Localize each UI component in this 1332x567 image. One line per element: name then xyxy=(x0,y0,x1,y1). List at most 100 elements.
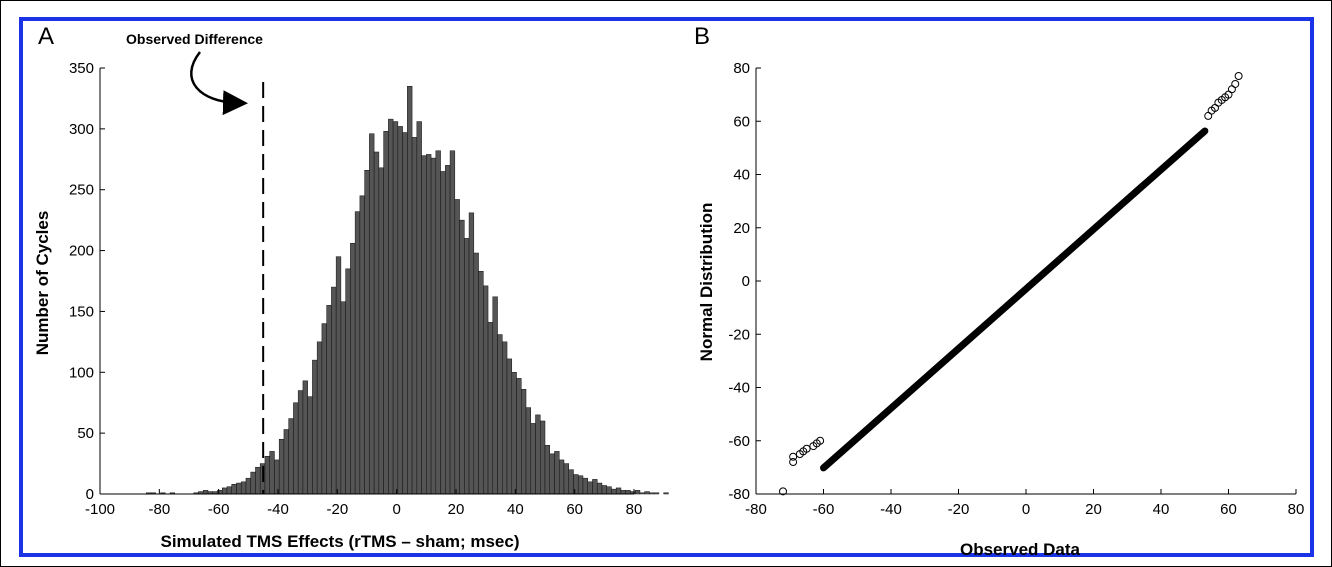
y-tick-label: -60 xyxy=(728,433,750,450)
histogram-bar xyxy=(473,252,479,495)
qq-point xyxy=(802,444,811,453)
x-tick-label: 40 xyxy=(1153,501,1170,518)
histogram-bar xyxy=(649,492,655,495)
y-tick-label: -80 xyxy=(728,486,750,503)
histogram-bar xyxy=(497,334,503,495)
histogram-bar xyxy=(663,492,669,495)
x-tick-label: -100 xyxy=(85,501,115,518)
histogram-bar xyxy=(416,121,422,495)
histogram-bar xyxy=(388,118,394,495)
histogram-bar xyxy=(245,477,251,495)
qq-dense-points xyxy=(820,127,1209,472)
x-tick-label: -40 xyxy=(267,501,289,518)
y-tick-label: 350 xyxy=(69,60,94,77)
y-tick-label: 40 xyxy=(733,167,750,184)
histogram-bar xyxy=(525,407,532,495)
histogram-bar xyxy=(264,456,270,495)
histogram-bar xyxy=(611,488,617,495)
x-tick-label: 0 xyxy=(392,501,400,518)
y-tick-label: 300 xyxy=(69,121,94,138)
histogram-bar xyxy=(378,167,384,495)
histogram-bar xyxy=(331,286,337,495)
histogram-bar xyxy=(530,423,536,495)
histogram-bar xyxy=(274,459,280,495)
histogram-bars xyxy=(146,86,669,495)
histogram-bar xyxy=(445,165,451,495)
qq-plot-panel-b: B -80 -60 -40 -20 0 20 40 60 80 -80 -60 -40 -20 0 20 4… xyxy=(694,23,1304,559)
x-tick-label: 0 xyxy=(1022,501,1030,518)
histogram-bar xyxy=(502,341,508,495)
histogram-bar xyxy=(340,301,346,495)
histogram-bar xyxy=(634,490,641,495)
histogram-bar xyxy=(369,133,375,495)
y-tick-label: 80 xyxy=(733,60,750,77)
histogram-bar xyxy=(592,479,598,495)
qq-point xyxy=(1231,79,1240,88)
histogram-bar xyxy=(615,487,622,495)
histogram-bar xyxy=(255,466,261,495)
histogram-bar xyxy=(653,492,660,495)
histogram-axes xyxy=(99,68,634,495)
qq-point xyxy=(1234,71,1243,80)
histogram-bar xyxy=(345,268,351,495)
histogram-bar xyxy=(440,171,446,495)
histogram-bar xyxy=(269,451,275,495)
histogram-bar xyxy=(302,380,308,495)
histogram-bar xyxy=(549,453,555,495)
histogram-x-axis-title: Simulated TMS Effects (rTMS – sham; msec… xyxy=(161,532,520,551)
observed-difference-annotation: Observed Difference xyxy=(126,31,263,47)
histogram-bar xyxy=(202,490,209,495)
histogram-bar xyxy=(483,285,489,495)
histogram-bar xyxy=(421,155,427,495)
histogram-bar xyxy=(459,219,465,495)
histogram-bar xyxy=(596,482,603,495)
y-tick-label: -20 xyxy=(728,326,750,343)
histogram-bar xyxy=(240,481,247,495)
histogram-bar xyxy=(435,150,441,495)
histogram-bar xyxy=(364,169,370,495)
x-tick-label: 60 xyxy=(1220,501,1237,518)
y-tick-label: -40 xyxy=(728,380,750,397)
figure-frame xyxy=(19,17,1314,557)
histogram-bar xyxy=(620,490,626,495)
histogram-bar xyxy=(383,131,389,495)
histogram-bar xyxy=(293,402,299,495)
y-tick-label: 0 xyxy=(86,486,94,503)
x-tick-label: -80 xyxy=(148,501,170,518)
qq-y-axis-title: Normal Distribution xyxy=(697,203,716,362)
histogram-y-axis-title: Number of Cycles xyxy=(33,211,52,356)
histogram-bar xyxy=(321,323,327,495)
histogram-bar xyxy=(587,481,593,495)
qq-point xyxy=(816,436,825,445)
histogram-bar xyxy=(606,486,612,495)
x-tick-label: -80 xyxy=(745,501,767,518)
y-tick-label: 50 xyxy=(77,425,94,442)
x-tick-label: 20 xyxy=(1085,501,1102,518)
histogram-bar xyxy=(540,420,546,495)
histogram-bar xyxy=(335,256,342,495)
histogram-bar xyxy=(558,459,565,495)
histogram-bar xyxy=(521,389,527,495)
histogram-bar xyxy=(288,418,294,495)
histogram-bar xyxy=(644,491,650,495)
histogram-bar xyxy=(221,487,228,495)
y-tick-label: 150 xyxy=(69,303,94,320)
histogram-bar xyxy=(350,243,356,495)
qq-point xyxy=(789,452,798,461)
histogram-panel-a: A -100 -80 -60 -40 -20 0 20 40 60 80 0 50 100 150 200… xyxy=(33,23,669,551)
panel-label-b: B xyxy=(694,23,710,50)
histogram-bar xyxy=(554,451,560,495)
histogram-bar xyxy=(449,150,456,495)
panel-label-a: A xyxy=(38,23,54,50)
y-tick-label: 20 xyxy=(733,220,750,237)
histogram-bar xyxy=(407,86,413,495)
histogram-bar xyxy=(601,485,607,495)
histogram-bar xyxy=(283,429,289,495)
x-tick-label: -20 xyxy=(326,501,348,518)
histogram-bar xyxy=(250,471,256,495)
histogram-bar xyxy=(464,238,470,495)
x-tick-label: -20 xyxy=(948,501,970,518)
observed-difference-arrow xyxy=(190,51,248,116)
histogram-bar xyxy=(492,296,498,495)
